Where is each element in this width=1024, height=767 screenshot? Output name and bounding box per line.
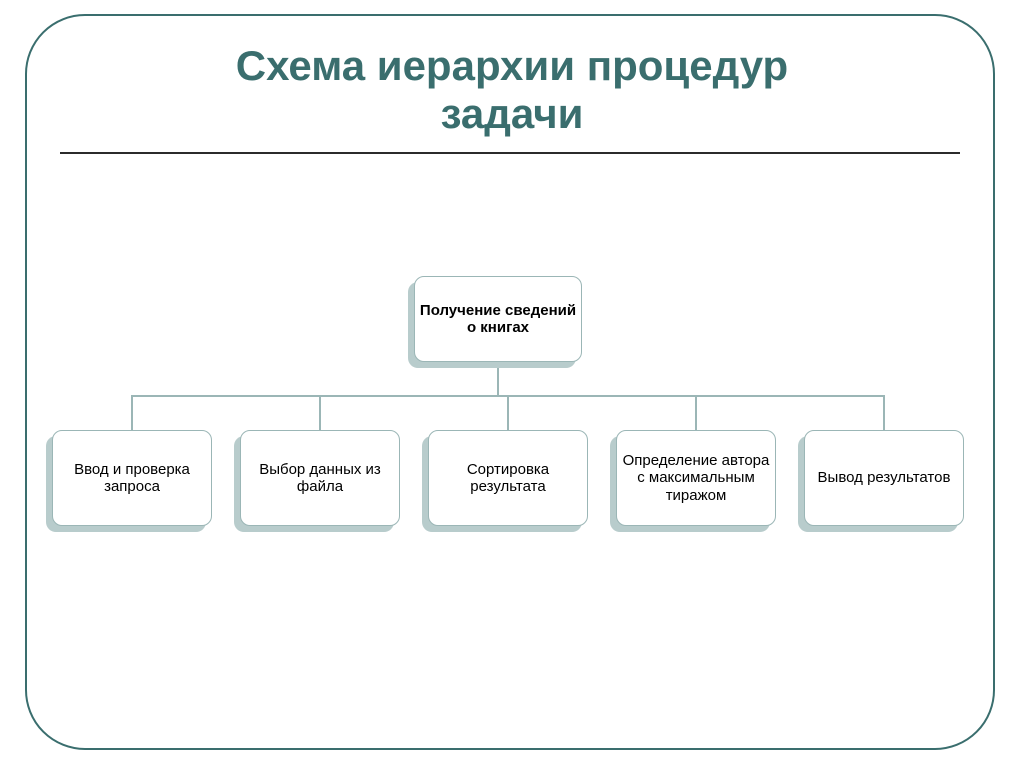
title-line-1: Схема иерархии процедур	[0, 42, 1024, 90]
tree-node-label: Ввод и проверка запроса	[57, 461, 207, 496]
tree-node-label: Получение сведений о книгах	[419, 302, 577, 337]
title-underline	[60, 152, 960, 154]
tree-connector	[883, 396, 885, 430]
tree-connector	[319, 396, 321, 430]
tree-node-label: Определение автора с максимальным тиражо…	[621, 452, 771, 504]
tree-node-c2: Выбор данных из файла	[240, 430, 400, 526]
tree-node-c3: Сортировка результата	[428, 430, 588, 526]
tree-node-label: Выбор данных из файла	[245, 461, 395, 496]
tree-connector	[507, 396, 509, 430]
tree-node-c1: Ввод и проверка запроса	[52, 430, 212, 526]
tree-node-root: Получение сведений о книгах	[414, 276, 582, 362]
tree-node-label: Сортировка результата	[433, 461, 583, 496]
tree-connector	[131, 396, 133, 430]
title-line-2: задачи	[0, 90, 1024, 138]
tree-node-c5: Вывод результатов	[804, 430, 964, 526]
tree-node-c4: Определение автора с максимальным тиражо…	[616, 430, 776, 526]
tree-node-label: Вывод результатов	[818, 469, 951, 486]
tree-connector	[695, 396, 697, 430]
page-title: Схема иерархии процедур задачи	[0, 42, 1024, 138]
